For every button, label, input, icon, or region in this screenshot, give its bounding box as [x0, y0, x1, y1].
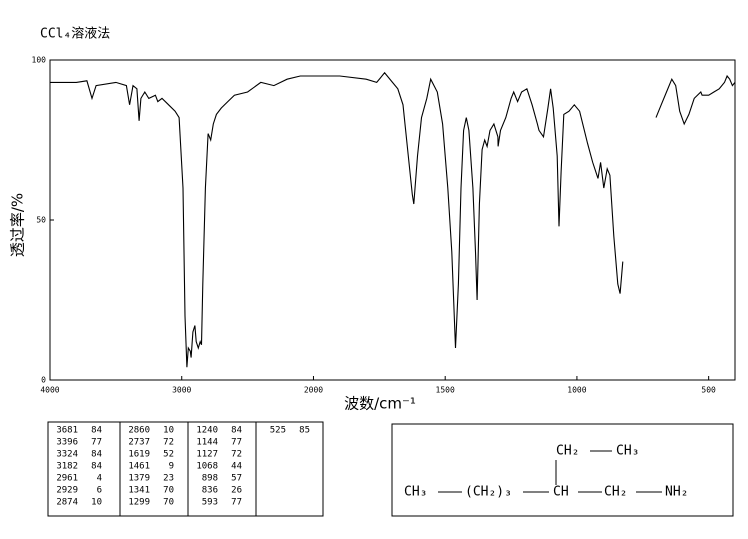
- peak-transmittance: 84: [231, 426, 242, 436]
- structure-group: (CH₂)₃: [465, 485, 512, 500]
- peak-wavenumber: 1341: [128, 486, 150, 496]
- structure-group: CH₂: [604, 485, 627, 500]
- peak-transmittance: 77: [91, 438, 102, 448]
- peak-wavenumber: 3681: [56, 426, 78, 436]
- peak-wavenumber: 1144: [196, 438, 218, 448]
- x-tick-label: 3000: [172, 386, 191, 395]
- peak-wavenumber: 2874: [56, 498, 78, 508]
- x-tick-label: 1500: [436, 386, 455, 395]
- peak-wavenumber: 1461: [128, 462, 150, 472]
- peak-transmittance: 70: [163, 486, 174, 496]
- peak-transmittance: 72: [231, 450, 242, 460]
- peak-transmittance: 85: [299, 426, 310, 436]
- peak-wavenumber: 3182: [56, 462, 78, 472]
- peak-transmittance: 77: [231, 438, 242, 448]
- peak-transmittance: 84: [91, 450, 102, 460]
- peak-wavenumber: 1619: [128, 450, 150, 460]
- y-tick-label: 50: [36, 216, 46, 225]
- structure-frame: [391, 423, 734, 517]
- peak-wavenumber: 2929: [56, 486, 78, 496]
- x-tick-label: 4000: [40, 386, 59, 395]
- y-axis-label: 透过率/%: [9, 193, 27, 257]
- peak-wavenumber: 836: [202, 486, 218, 496]
- chart-title: CCl₄溶液法: [40, 27, 110, 42]
- structure-group: NH₂: [665, 485, 688, 500]
- peak-transmittance: 72: [163, 438, 174, 448]
- peak-transmittance: 10: [91, 498, 102, 508]
- peak-transmittance: 70: [163, 498, 174, 508]
- peak-table-frame: [47, 421, 324, 517]
- peak-wavenumber: 898: [202, 474, 218, 484]
- peak-transmittance: 57: [231, 474, 242, 484]
- x-tick-label: 500: [701, 386, 716, 395]
- peak-transmittance: 77: [231, 498, 242, 508]
- peak-transmittance: 4: [97, 474, 102, 484]
- peak-wavenumber: 3396: [56, 438, 78, 448]
- peak-transmittance: 84: [91, 462, 102, 472]
- structure-group: CH₂: [556, 444, 579, 459]
- peak-wavenumber: 1299: [128, 498, 150, 508]
- peak-transmittance: 10: [163, 426, 174, 436]
- x-tick-label: 2000: [304, 386, 323, 395]
- peak-wavenumber: 2961: [56, 474, 78, 484]
- peak-transmittance: 44: [231, 462, 242, 472]
- y-tick-label: 100: [32, 56, 47, 65]
- structure-group: CH₃: [404, 485, 427, 500]
- peak-wavenumber: 525: [270, 426, 286, 436]
- x-axis-label: 波数/cm⁻¹: [344, 395, 416, 413]
- structure-group: CH: [553, 485, 569, 500]
- peak-transmittance: 6: [97, 486, 102, 496]
- plot-frame: [49, 59, 736, 381]
- peak-transmittance: 84: [91, 426, 102, 436]
- y-tick-label: 0: [41, 376, 46, 385]
- x-tick-label: 1000: [567, 386, 586, 395]
- peak-wavenumber: 3324: [56, 450, 78, 460]
- peak-transmittance: 52: [163, 450, 174, 460]
- peak-wavenumber: 2737: [128, 438, 150, 448]
- structure-group: CH₃: [616, 444, 639, 459]
- peak-transmittance: 23: [163, 474, 174, 484]
- peak-wavenumber: 2860: [128, 426, 150, 436]
- peak-wavenumber: 1127: [196, 450, 218, 460]
- peak-wavenumber: 593: [202, 498, 218, 508]
- peak-wavenumber: 1240: [196, 426, 218, 436]
- peak-transmittance: 9: [169, 462, 174, 472]
- peak-transmittance: 26: [231, 486, 242, 496]
- spectrum-line: [50, 71, 736, 368]
- peak-wavenumber: 1379: [128, 474, 150, 484]
- peak-wavenumber: 1068: [196, 462, 218, 472]
